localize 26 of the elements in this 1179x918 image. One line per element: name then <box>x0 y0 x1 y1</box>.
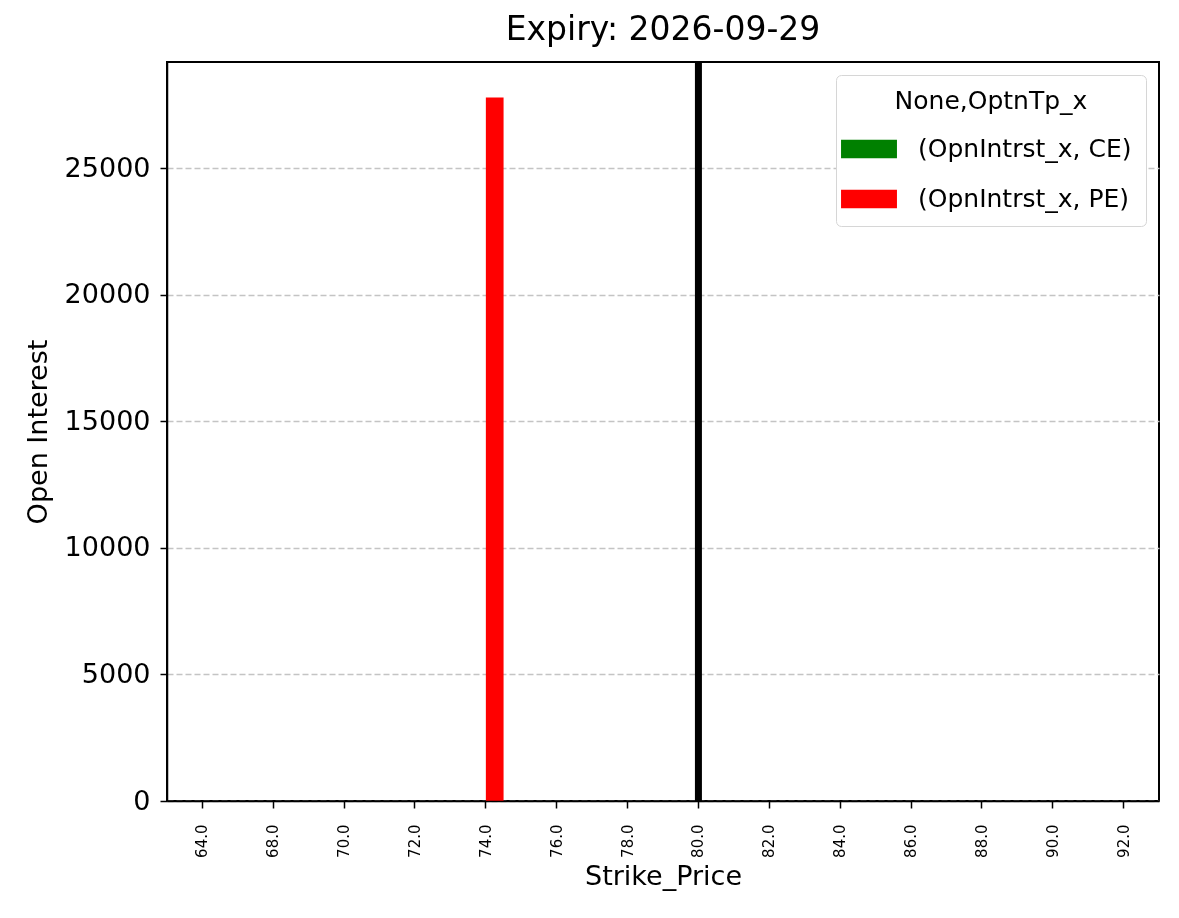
y-tick-label: 0 <box>133 784 151 816</box>
x-tick-label: 88.0 <box>972 824 991 858</box>
x-tick-label: 86.0 <box>902 824 920 858</box>
x-tick-label: 92.0 <box>1114 824 1133 858</box>
x-tick-label: 78.0 <box>618 824 637 858</box>
y-tick-label: 15000 <box>64 404 151 436</box>
x-tick-label: 84.0 <box>831 824 850 858</box>
legend-label: (OpnIntrst_x, PE) <box>918 184 1130 213</box>
y-tick-label: 25000 <box>64 151 151 183</box>
y-tick-label: 10000 <box>64 531 151 563</box>
x-tick-label: 64.0 <box>193 824 212 858</box>
x-tick-label: 82.0 <box>760 824 779 858</box>
x-tick-label: 68.0 <box>264 824 283 858</box>
x-tick-label: 70.0 <box>335 824 354 858</box>
y-tick-label: 5000 <box>81 657 151 689</box>
x-tick-label: 90.0 <box>1043 824 1062 858</box>
x-tick-label: 74.0 <box>476 824 495 858</box>
legend-label: (OpnIntrst_x, CE) <box>918 134 1132 163</box>
legend-title: None,OptnTp_x <box>894 86 1088 115</box>
x-tick-label: 72.0 <box>406 824 424 858</box>
y-axis-title: Open Interest <box>21 339 53 525</box>
chart-title: Expiry: 2026-09-29 <box>505 8 821 48</box>
x-axis-title: Strike_Price <box>585 859 742 891</box>
x-tick-label: 76.0 <box>547 824 566 858</box>
y-tick-label: 20000 <box>64 278 151 310</box>
x-tick-label: 80.0 <box>689 824 708 858</box>
